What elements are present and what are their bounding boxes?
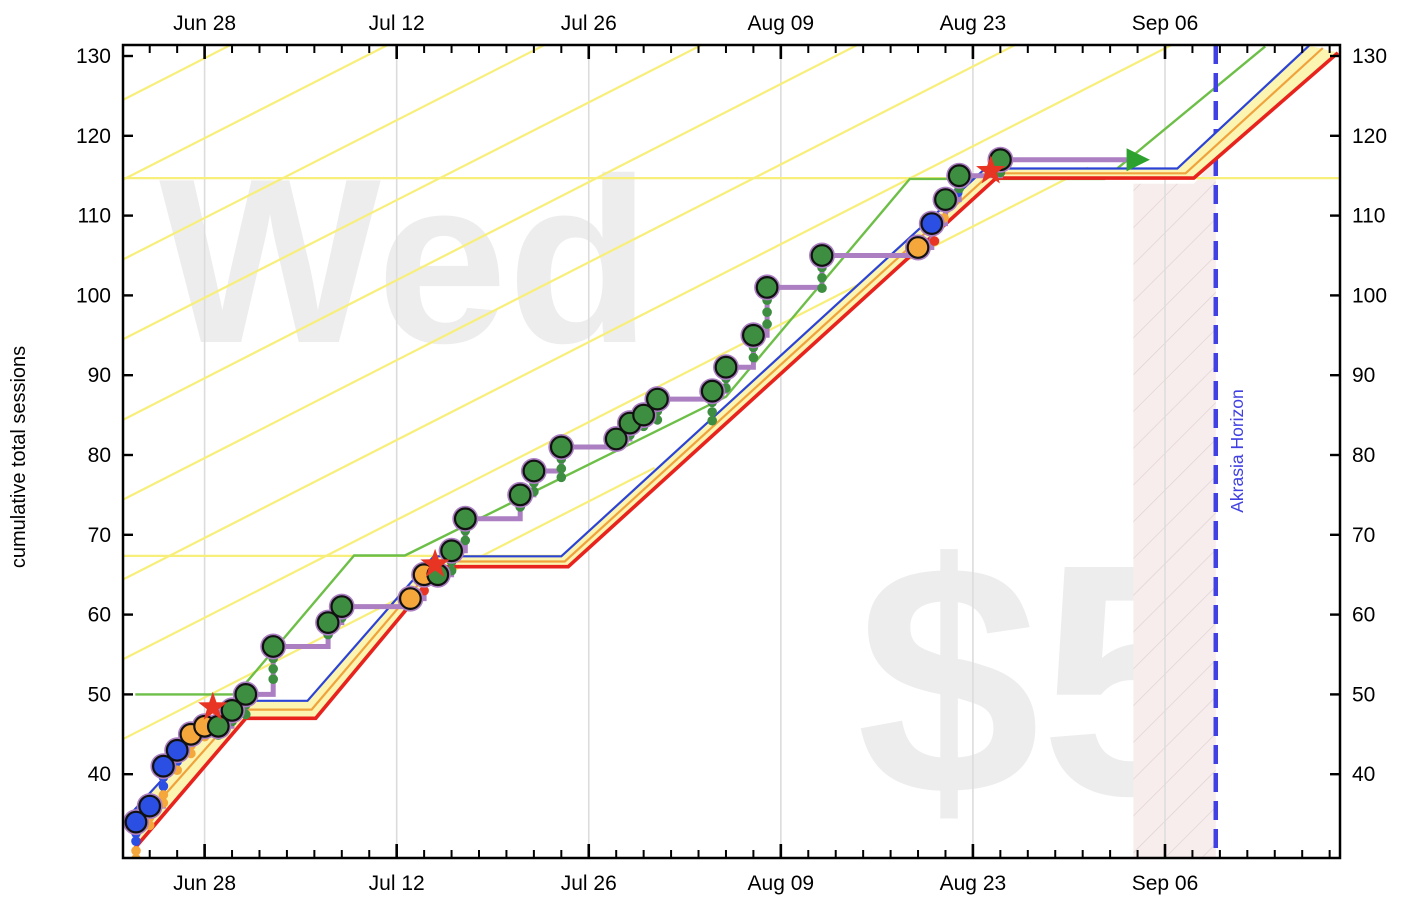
x-tick-label-top: Jul 26: [561, 12, 617, 35]
axes-and-ticks: [121, 43, 1342, 860]
akrasia-horizon-label: Akrasia Horizon: [1227, 389, 1247, 513]
y-tick-label-right: 60: [1352, 604, 1375, 627]
y-tick-label-left: 40: [88, 763, 111, 786]
y-tick-label-right: 70: [1352, 524, 1375, 547]
x-tick-label-top: Aug 09: [748, 12, 815, 35]
x-tick-label-bottom: Jun 28: [173, 872, 236, 895]
value-tick-labels: 40 40 50 50 60 60 70 70 80 80 90 90 100 100 110 110 120 1…: [76, 45, 1387, 786]
x-tick-label-top: Sep 06: [1132, 12, 1199, 35]
x-tick-label-bottom: Aug 23: [940, 872, 1007, 895]
akrasia-hatched-region: [1133, 159, 1216, 858]
y-tick-label-right: 130: [1352, 45, 1387, 68]
y-axis-title: cumulative total sessions: [8, 346, 30, 568]
y-tick-label-left: 70: [88, 524, 111, 547]
x-tick-label-bottom: Aug 09: [748, 872, 815, 895]
y-tick-label-left: 100: [76, 284, 111, 307]
daily-datapoints: [123, 146, 1014, 836]
y-tick-label-left: 60: [88, 604, 111, 627]
y-tick-label-left: 80: [88, 444, 111, 467]
x-tick-label-top: Jul 12: [369, 12, 425, 35]
y-tick-label-left: 130: [76, 45, 111, 68]
y-tick-label-right: 50: [1352, 683, 1375, 706]
y-tick-label-right: 120: [1352, 125, 1387, 148]
y-tick-label-left: 110: [78, 205, 111, 228]
x-tick-label-bottom: Sep 06: [1132, 872, 1199, 895]
y-tick-label-right: 110: [1352, 205, 1385, 228]
x-tick-label-top: Aug 23: [940, 12, 1007, 35]
y-tick-label-right: 100: [1352, 284, 1387, 307]
y-tick-label-right: 90: [1352, 364, 1375, 387]
y-tick-label-left: 50: [88, 683, 111, 706]
yellow-guidelines: [123, 45, 1340, 741]
y-tick-label-left: 90: [88, 364, 111, 387]
derail-stars: [198, 155, 1006, 720]
x-tick-label-bottom: Jul 26: [561, 872, 617, 895]
weekday-watermark: Wed: [159, 129, 651, 392]
forecast-arrow: [1126, 148, 1150, 172]
date-gridlines: [203, 45, 1166, 858]
y-tick-label-right: 80: [1352, 444, 1375, 467]
y-tick-label-left: 120: [76, 125, 111, 148]
y-tick-label-right: 40: [1352, 763, 1375, 786]
date-tick-labels: Jun 28 Jun 28 Jul 12 Jul 12 Jul 26 Jul 26 Aug …: [173, 12, 1198, 895]
x-tick-label-top: Jun 28: [173, 12, 236, 35]
x-tick-label-bottom: Jul 12: [369, 872, 425, 895]
